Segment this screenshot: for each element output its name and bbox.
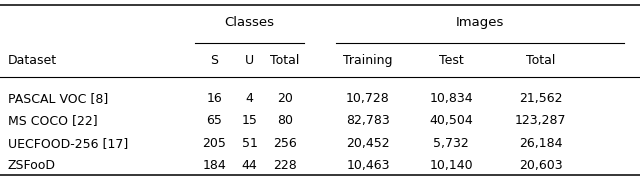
Text: UECFOOD-256 [17]: UECFOOD-256 [17]: [8, 137, 128, 150]
Text: Dataset: Dataset: [8, 54, 57, 67]
Text: PASCAL VOC [8]: PASCAL VOC [8]: [8, 92, 108, 105]
Text: 44: 44: [242, 159, 257, 172]
Text: 51: 51: [242, 137, 257, 150]
Text: Total: Total: [526, 54, 556, 67]
Text: 82,783: 82,783: [346, 114, 390, 127]
Text: 21,562: 21,562: [519, 92, 563, 105]
Text: 10,140: 10,140: [429, 159, 473, 172]
Text: 20: 20: [277, 92, 292, 105]
Text: 15: 15: [242, 114, 257, 127]
Text: 16: 16: [207, 92, 222, 105]
Text: 5,732: 5,732: [433, 137, 469, 150]
Text: 256: 256: [273, 137, 297, 150]
Text: 123,287: 123,287: [515, 114, 566, 127]
Text: Classes: Classes: [225, 16, 275, 29]
Text: 10,834: 10,834: [429, 92, 473, 105]
Text: 205: 205: [202, 137, 227, 150]
Text: U: U: [245, 54, 254, 67]
Text: 228: 228: [273, 159, 297, 172]
Text: S: S: [211, 54, 218, 67]
Text: MS COCO [22]: MS COCO [22]: [8, 114, 97, 127]
Text: 20,452: 20,452: [346, 137, 390, 150]
Text: ZSFooD: ZSFooD: [8, 159, 56, 172]
Text: 80: 80: [277, 114, 293, 127]
Text: Images: Images: [456, 16, 504, 29]
Text: 10,463: 10,463: [346, 159, 390, 172]
Text: 184: 184: [202, 159, 227, 172]
Text: 65: 65: [207, 114, 222, 127]
Text: Total: Total: [270, 54, 300, 67]
Text: 4: 4: [246, 92, 253, 105]
Text: 40,504: 40,504: [429, 114, 473, 127]
Text: Training: Training: [343, 54, 393, 67]
Text: Test: Test: [439, 54, 463, 67]
Text: 10,728: 10,728: [346, 92, 390, 105]
Text: 20,603: 20,603: [519, 159, 563, 172]
Text: 26,184: 26,184: [519, 137, 563, 150]
